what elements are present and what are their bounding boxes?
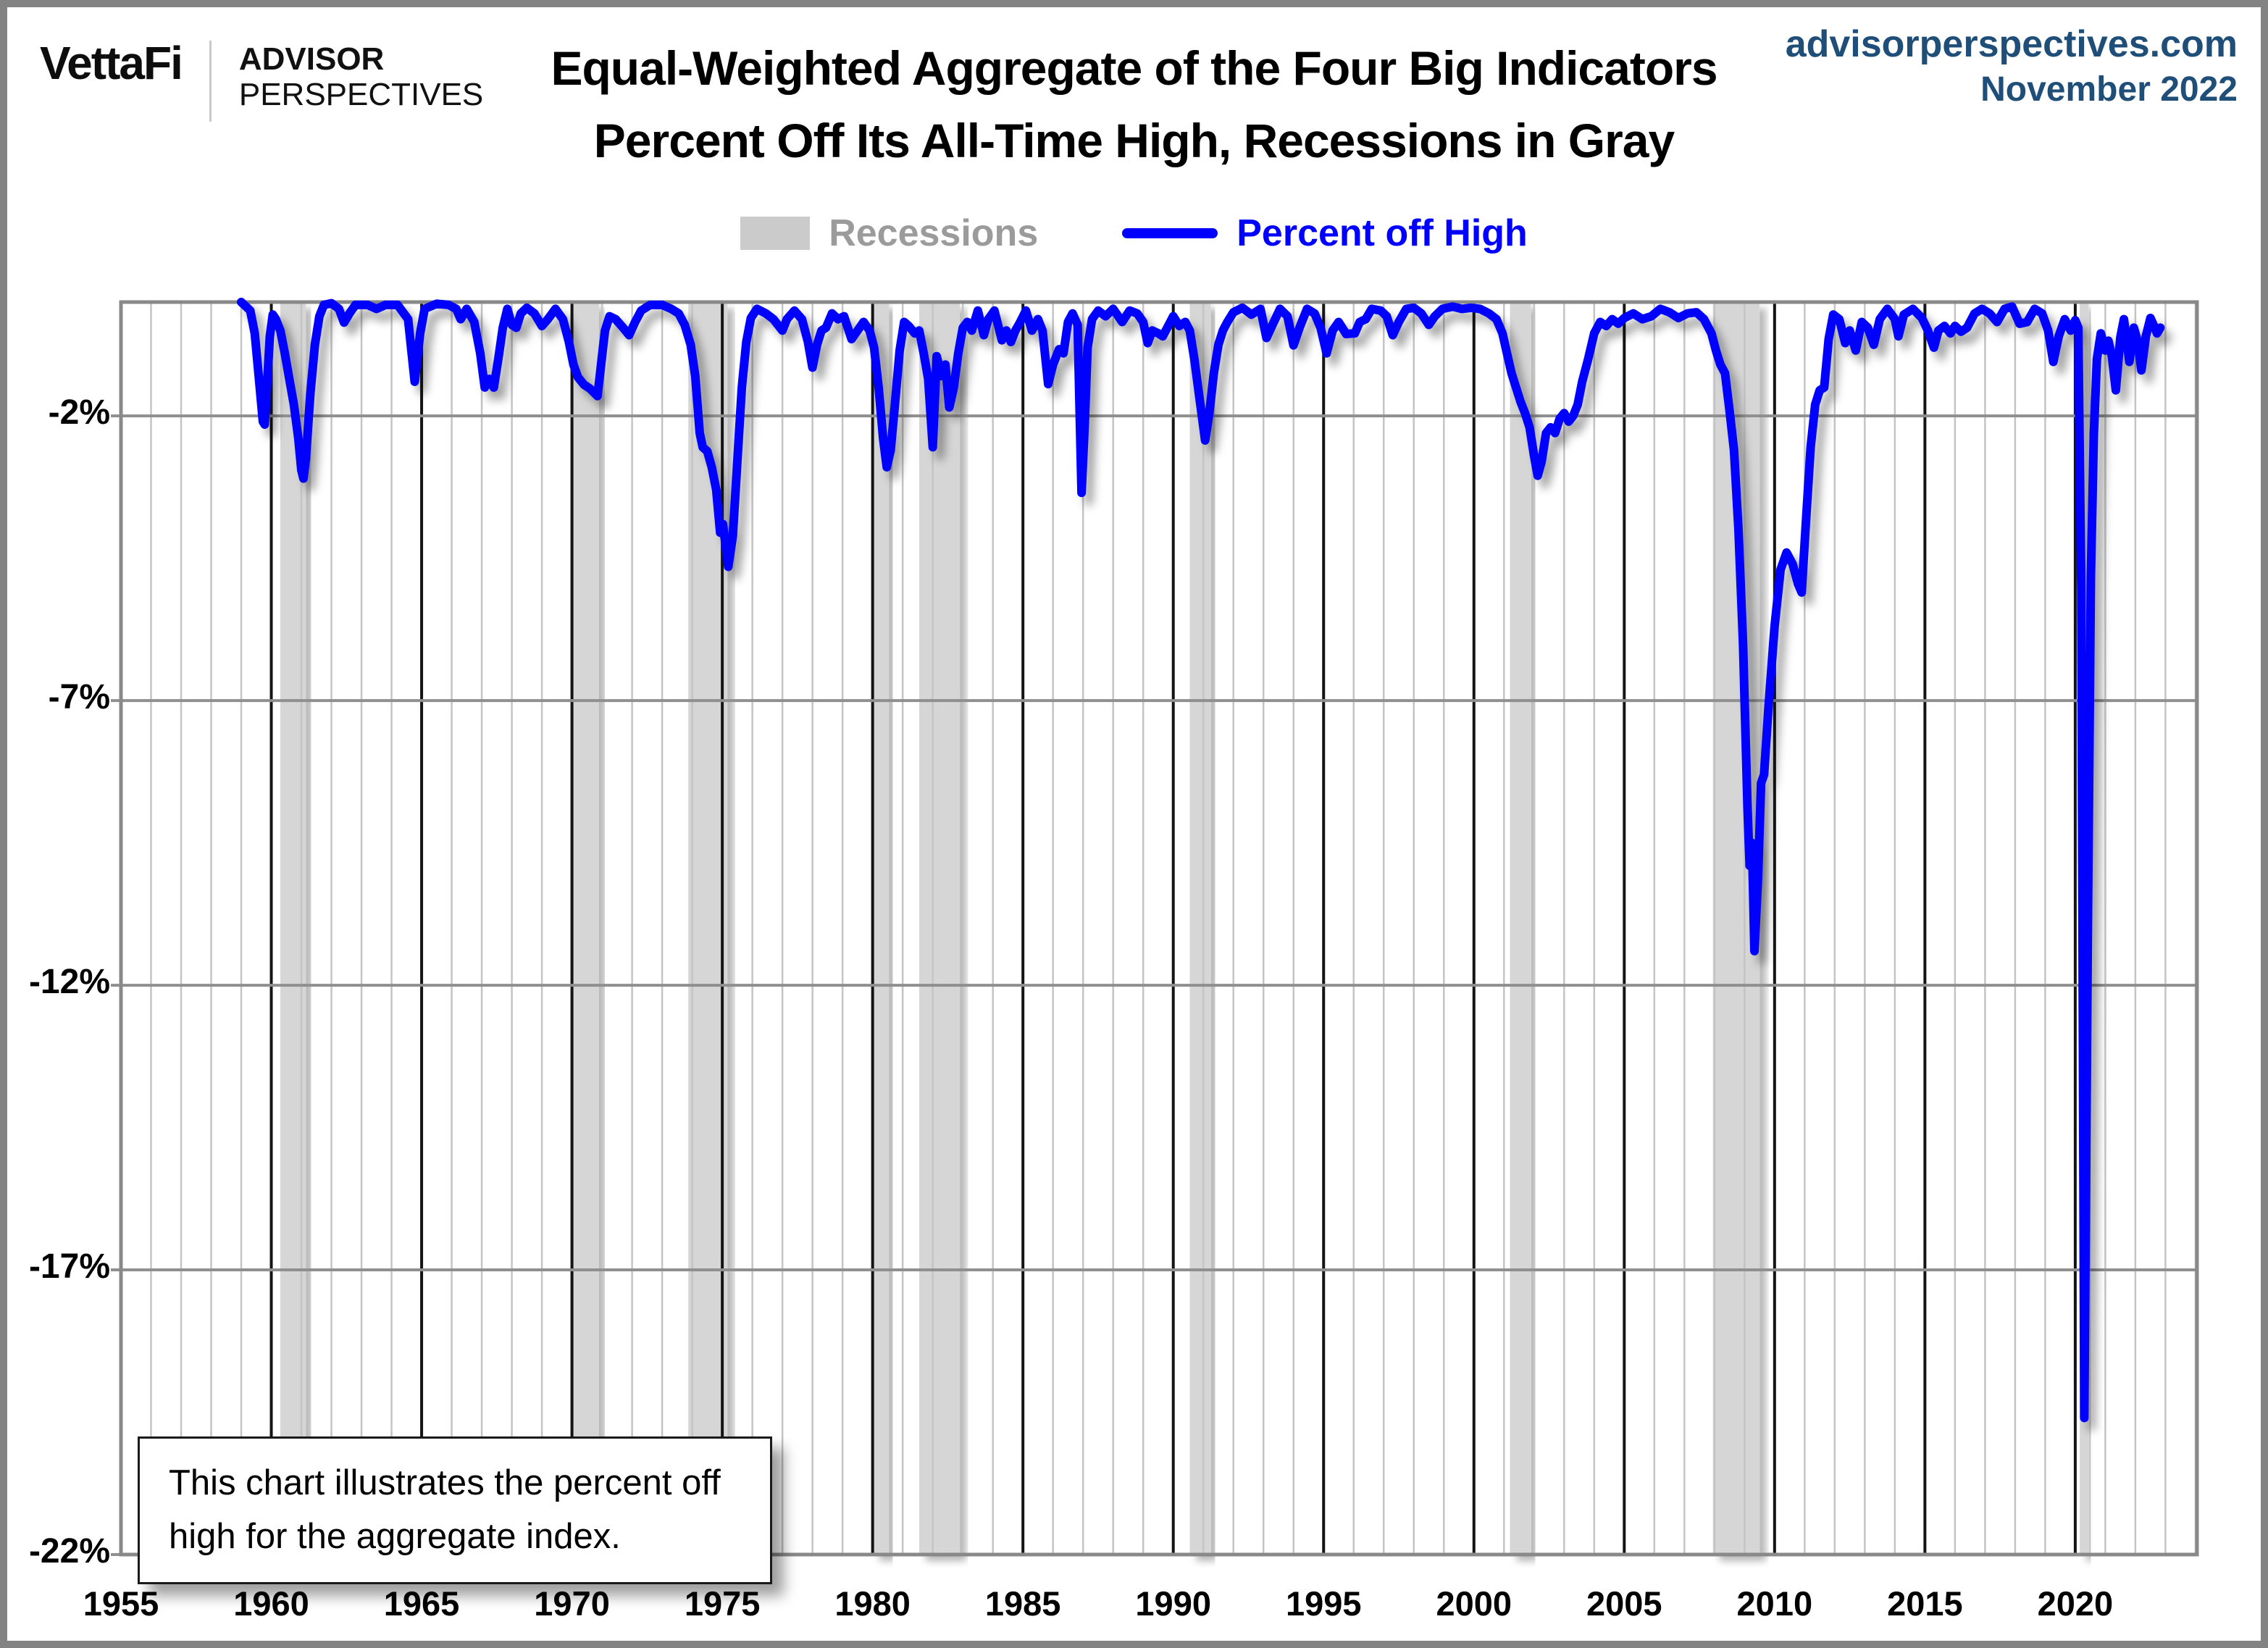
x-tick-label: 2010: [1736, 1584, 1813, 1623]
recession-band: [919, 302, 961, 1555]
page-title-line1: Equal-Weighted Aggregate of the Four Big…: [551, 41, 1717, 95]
note-text-line1: This chart illustrates the percent off: [169, 1463, 721, 1502]
x-tick-label: 1960: [233, 1584, 309, 1623]
page-title-line2: Percent Off Its All-Time High, Recession…: [593, 114, 1675, 167]
y-tick-label: -7%: [48, 678, 110, 717]
y-tick-label: -22%: [28, 1532, 110, 1570]
advisor-wordmark-line1: ADVISOR: [238, 41, 385, 77]
advisor-perspectives-wordmark: ADVISOR PERSPECTIVES: [239, 42, 483, 113]
x-tick-label: 2015: [1887, 1584, 1963, 1623]
x-tick-label: 1985: [984, 1584, 1061, 1623]
logo-divider: [209, 41, 212, 122]
x-tick-label: 1965: [383, 1584, 460, 1623]
x-tick-label: 1990: [1135, 1584, 1211, 1623]
recession-band: [570, 302, 599, 1555]
recession-band: [1510, 302, 1531, 1555]
plot-frame: [119, 300, 2199, 1557]
recession-swatch: [740, 217, 811, 250]
note-text-line2: high for the aggregate index.: [169, 1517, 621, 1556]
x-tick-label: 1995: [1285, 1584, 1362, 1623]
y-tick-label: -17%: [28, 1247, 110, 1287]
vettafi-advisor-perspectives-logo: VettaFi ADVISOR PERSPECTIVES: [40, 38, 483, 122]
legend-percent-off-high-label: Percent off High: [1236, 212, 1528, 254]
legend-recessions-label: Recessions: [829, 212, 1039, 254]
legend-line-segment: [1122, 228, 1218, 238]
x-tick-label: 2005: [1586, 1584, 1662, 1623]
x-tick-label: 1955: [83, 1584, 159, 1623]
x-tick-label: 2000: [1436, 1584, 1512, 1623]
vettafi-wordmark: VettaFi: [40, 37, 183, 89]
source-site: advisorperspectives.com: [1785, 23, 2238, 65]
legend: Recessions Percent off High: [0, 212, 2268, 255]
source-block: advisorperspectives.com November 2022: [1786, 20, 2238, 112]
percent-off-high-line: [237, 298, 2165, 1423]
x-tick-label: 2020: [2037, 1584, 2114, 1623]
recession-band: [1189, 302, 1211, 1555]
advisor-wordmark-line2: PERSPECTIVES: [238, 77, 484, 112]
source-date: November 2022: [1980, 70, 2238, 109]
chart-titles: Equal-Weighted Aggregate of the Four Big…: [0, 32, 2268, 177]
x-tick-label: 1980: [834, 1584, 911, 1623]
x-tick-label: 1975: [684, 1584, 761, 1623]
note-box: This chart illustrates the percent off h…: [138, 1436, 772, 1584]
x-tick-label: 1970: [534, 1584, 610, 1623]
y-tick-label: -12%: [28, 963, 110, 1002]
recession-band: [872, 302, 890, 1555]
y-tick-label: -2%: [48, 393, 110, 432]
